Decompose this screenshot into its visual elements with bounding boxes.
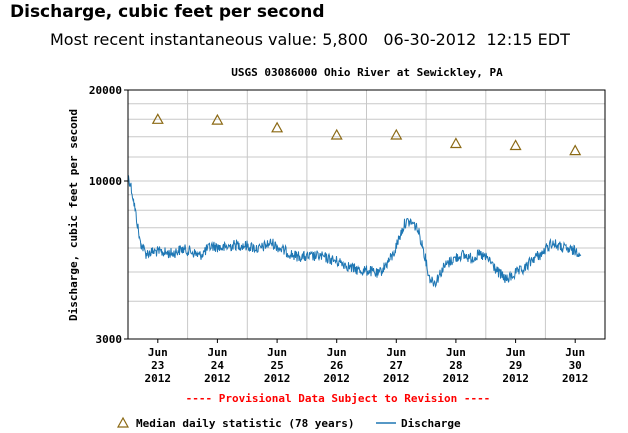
provisional-notice: ---- Provisional Data Subject to Revisio…: [186, 392, 491, 405]
y-axis-label: Discharge, cubic feet per second: [67, 109, 80, 321]
median-point: [509, 139, 522, 151]
discharge-line: [127, 175, 582, 289]
x-tick-label: 2012: [204, 372, 231, 385]
median-point: [569, 144, 582, 156]
discharge-series: [127, 175, 582, 289]
median-point: [271, 121, 284, 133]
x-tick-label: Jun: [446, 346, 466, 359]
x-tick-label: Jun: [267, 346, 287, 359]
x-tick-label: Jun: [506, 346, 526, 359]
x-tick-label: 2012: [323, 372, 350, 385]
x-tick-label: 2012: [443, 372, 470, 385]
recent-label: Most recent instantaneous value:: [50, 30, 318, 49]
median-point: [390, 128, 403, 140]
x-tick-label: 26: [330, 359, 344, 372]
x-tick-label: 2012: [145, 372, 172, 385]
recent-value: 5,800: [322, 30, 369, 49]
x-tick-label: Jun: [386, 346, 406, 359]
x-tick-label: Jun: [207, 346, 227, 359]
legend-discharge-label: Discharge: [401, 417, 461, 430]
legend: Median daily statistic (78 years) Discha…: [116, 416, 461, 430]
page-title: Discharge, cubic feet per second: [10, 2, 325, 22]
median-point: [211, 113, 224, 125]
grid-lines: [128, 90, 605, 339]
x-tick-label: 29: [509, 359, 522, 372]
x-tick-label: 24: [211, 359, 225, 372]
y-tick-label: 20000: [89, 84, 122, 97]
x-tick-label: 2012: [562, 372, 589, 385]
x-tick-label: 30: [569, 359, 582, 372]
x-tick-label: 28: [449, 359, 462, 372]
plot-area-border: [127, 89, 606, 340]
median-point: [330, 128, 343, 140]
x-tick-label: Jun: [327, 346, 347, 359]
recent-time: 12:15 EDT: [486, 30, 570, 49]
legend-median-label: Median daily statistic (78 years): [136, 417, 355, 430]
y-tick-label: 3000: [96, 333, 123, 346]
x-axis-ticks: Jun232012Jun242012Jun252012Jun262012Jun2…: [145, 339, 589, 385]
y-tick-label: 10000: [89, 175, 122, 188]
x-tick-label: 25: [270, 359, 283, 372]
x-tick-label: Jun: [148, 346, 168, 359]
median-point: [151, 113, 164, 124]
x-tick-label: 2012: [383, 372, 410, 385]
chart-title: USGS 03086000 Ohio River at Sewickley, P…: [231, 66, 503, 79]
recent-value-line: Most recent instantaneous value: 5,800 0…: [50, 30, 570, 49]
median-markers: [151, 113, 582, 156]
x-tick-label: 23: [151, 359, 164, 372]
y-axis-ticks: 3000 10000 20000: [89, 84, 128, 346]
recent-date: 06-30-2012: [383, 30, 477, 49]
legend-median-triangle-icon: [116, 416, 130, 428]
x-tick-label: 2012: [264, 372, 291, 385]
median-point: [449, 137, 462, 149]
x-tick-label: 2012: [502, 372, 529, 385]
x-tick-label: 27: [390, 359, 403, 372]
x-tick-label: Jun: [565, 346, 585, 359]
